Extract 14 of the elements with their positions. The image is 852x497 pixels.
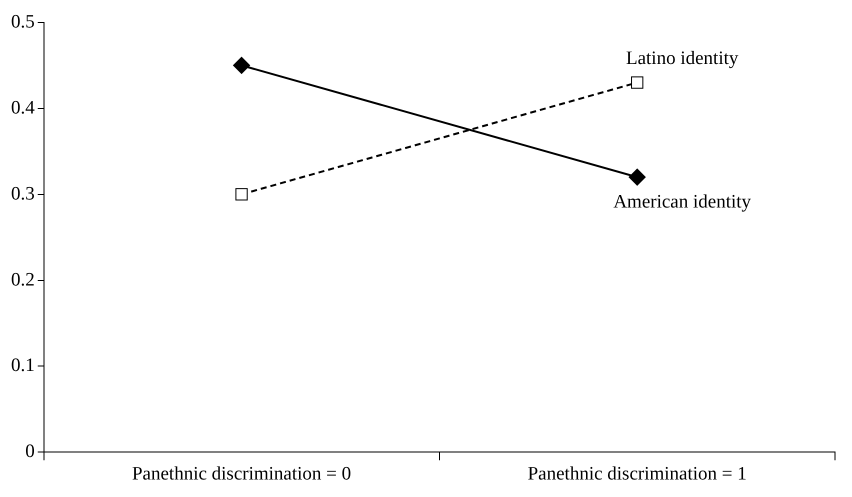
point — [235, 188, 248, 200]
x-tick-label: Panethnic discrimination = 1 — [528, 464, 747, 485]
series-label: Latino identity — [626, 48, 739, 70]
point — [631, 76, 644, 89]
y-tick-label: 0.5 — [11, 11, 35, 32]
y-tick-label: 0.4 — [11, 97, 36, 118]
y-tick-label: 0 — [25, 441, 35, 462]
series-label: American identity — [613, 192, 752, 213]
point — [628, 168, 646, 186]
y-tick-label: 0.3 — [11, 183, 35, 204]
point — [233, 56, 250, 74]
y-tick-label: 0.2 — [11, 269, 35, 290]
x-tick-label: Panethnic discrimination = 0 — [132, 464, 352, 485]
y-tick-label: 0.1 — [11, 355, 35, 376]
